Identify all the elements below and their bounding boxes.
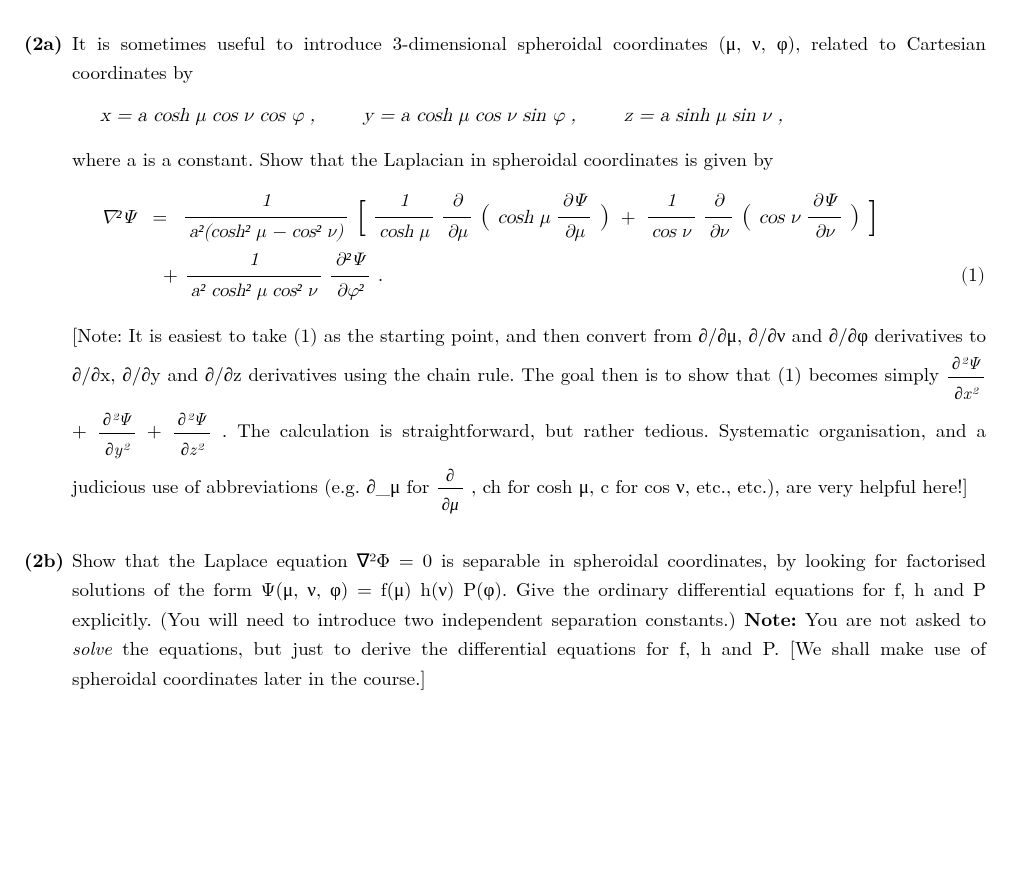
problem-2b: (2b) Show that the Laplace equation ∇²Φ … [24, 545, 986, 692]
note-frac1: ∂²Ψ ∂x² [948, 349, 984, 405]
dpsi-dnu-den: ∂ν [808, 218, 841, 247]
problem-2b-body: Show that the Laplace equation ∇²Φ = 0 i… [72, 545, 986, 692]
note-head: [Note: It is easiest to take (1) as the … [72, 321, 986, 388]
note-frac2-n: ∂²Ψ [99, 405, 135, 433]
d2psi-dphi2: ∂²Ψ ∂φ² [331, 247, 369, 306]
problem-2a-body: It is sometimes useful to introduce 3-di… [72, 28, 986, 527]
frac3: 1 cos ν [648, 188, 695, 247]
p2a-mid-text: where a is a constant. Show that the Lap… [72, 145, 773, 172]
laplacian-line2-row: + 1 a² cosh² μ cos² ν ∂²Ψ ∂φ² . (1) [100, 247, 986, 306]
d-dmu-num: ∂ [443, 188, 471, 218]
p2b-note-bold: Note: [744, 604, 797, 632]
note-frac2-d: ∂y² [99, 434, 135, 461]
dpsi-dmu: ∂Ψ ∂μ [558, 188, 591, 247]
p2a-intro-text: It is sometimes useful to introduce 3-di… [72, 29, 986, 85]
p2b-text2: You are not asked to [805, 605, 986, 632]
d-dnu-num: ∂ [705, 188, 733, 218]
equation-number-1: (1) [960, 261, 986, 290]
laplacian-line2: + 1 a² cosh² μ cos² ν ∂²Ψ ∂φ² . [162, 247, 384, 306]
frac3-num: 1 [648, 188, 695, 218]
frac1: 1 a²(cosh² μ − cos² ν) [185, 188, 347, 247]
inner1: cosh μ [497, 203, 549, 232]
note-plus1: + [72, 416, 97, 443]
note-frac1-n: ∂²Ψ [948, 349, 984, 377]
problem-2a: (2a) It is sometimes useful to introduce… [24, 28, 986, 527]
d2psi-num: ∂²Ψ [331, 247, 369, 277]
d-dmu: ∂ ∂μ [443, 188, 471, 247]
d-dnu-den: ∂ν [705, 218, 733, 247]
dpsi-dmu-den: ∂μ [558, 218, 591, 247]
laplacian-line1: ∇²Ψ = 1 a²(cosh² μ − cos² ν) [ 1 cosh μ … [100, 188, 986, 247]
frac1-num: 1 [185, 188, 347, 218]
eq-sign: = [142, 203, 177, 232]
frac1-den: a²(cosh² μ − cos² ν) [185, 218, 347, 247]
note-abbr-n: ∂ [438, 461, 463, 489]
coord-eq-x: x = a cosh μ cos ν cos φ , [100, 101, 315, 130]
p2a-note: [Note: It is easiest to take (1) as the … [72, 320, 986, 517]
frac4: 1 a² cosh² μ cos² ν [187, 247, 321, 306]
note-abbr-frac: ∂ ∂μ [438, 461, 463, 517]
note-frac1-d: ∂x² [948, 378, 984, 405]
frac2-den: cosh μ [375, 218, 433, 247]
note-frac3: ∂²Ψ ∂z² [174, 405, 210, 461]
frac2-num: 1 [375, 188, 433, 218]
problem-2b-label: (2b) [24, 545, 72, 692]
dpsi-dnu-num: ∂Ψ [808, 188, 841, 218]
dpsi-dmu-num: ∂Ψ [558, 188, 591, 218]
p2a-intro: It is sometimes useful to introduce 3-di… [72, 28, 986, 87]
frac2: 1 cosh μ [375, 188, 433, 247]
laplacian-period: . [377, 261, 384, 290]
coord-eq-y: y = a cosh μ cos ν sin φ , [363, 101, 576, 130]
d2psi-den: ∂φ² [331, 277, 369, 306]
note-plus2: + [147, 416, 172, 443]
plus-line2: + [162, 261, 179, 290]
inner2: cos ν [759, 203, 800, 232]
problem-2a-label: (2a) [24, 28, 72, 527]
note-frac2: ∂²Ψ ∂y² [99, 405, 135, 461]
p2a-coord-equations: x = a cosh μ cos ν cos φ , y = a cosh μ … [100, 101, 986, 130]
coord-eq-row: x = a cosh μ cos ν cos φ , y = a cosh μ … [100, 101, 986, 130]
laplacian-lhs: ∇²Ψ [100, 203, 136, 232]
frac4-num: 1 [187, 247, 321, 277]
note-frac3-d: ∂z² [174, 434, 210, 461]
d-dmu-den: ∂μ [443, 218, 471, 247]
note-frac3-n: ∂²Ψ [174, 405, 210, 433]
note-abbr-d: ∂μ [438, 489, 463, 516]
d-dnu: ∂ ∂ν [705, 188, 733, 247]
note-tail2: , ch for cosh μ, c for cos ν, etc., etc.… [471, 472, 968, 499]
p2b-text3: the equations, but just to derive the di… [72, 634, 986, 690]
frac4-den: a² cosh² μ cos² ν [187, 277, 321, 306]
laplacian-equation: ∇²Ψ = 1 a²(cosh² μ − cos² ν) [ 1 cosh μ … [100, 188, 986, 306]
plus1: + [617, 203, 640, 232]
p2a-mid: where a is a constant. Show that the Lap… [72, 144, 986, 173]
frac3-den: cos ν [648, 218, 695, 247]
coord-eq-z: z = a sinh μ sin ν , [624, 101, 783, 130]
dpsi-dnu: ∂Ψ ∂ν [808, 188, 841, 247]
p2b-solve: solve [72, 634, 112, 661]
